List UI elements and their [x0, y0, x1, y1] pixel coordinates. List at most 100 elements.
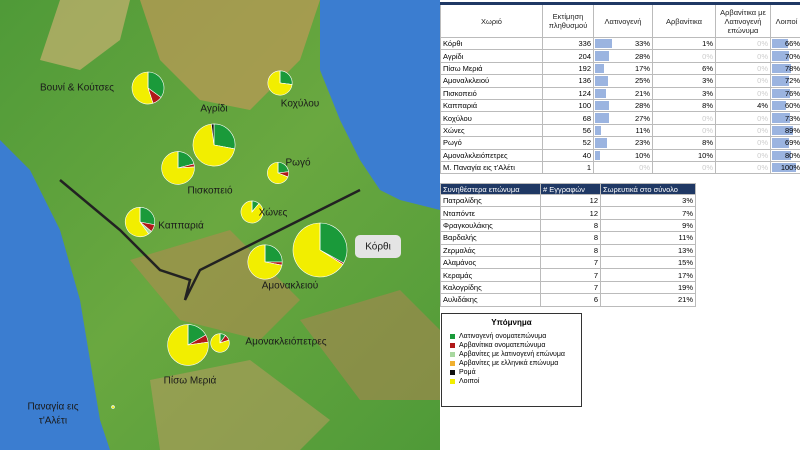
- share-label: 0%: [757, 63, 768, 73]
- legend-item: Λοιποί: [450, 378, 581, 385]
- surname: Ζερμαλάς: [440, 243, 541, 257]
- legend-label: Λοιποί: [459, 378, 480, 385]
- data-bar: [772, 51, 789, 61]
- sea-east: [320, 0, 440, 210]
- share-cell: 23%: [593, 136, 653, 150]
- share-label: 33%: [634, 39, 650, 49]
- pie-slice: [292, 222, 344, 278]
- share-cell: 76%: [770, 86, 800, 100]
- village-name: Αμοναλκλειόπετρες: [440, 148, 543, 162]
- map-label: Κόρθι: [365, 241, 391, 253]
- share-cell: 0%: [715, 74, 771, 88]
- data-bar: [595, 39, 612, 49]
- column-header: Χωριό: [440, 3, 543, 38]
- share-label: 0%: [639, 163, 650, 173]
- share-label: 76%: [784, 88, 800, 98]
- share-label: 60%: [784, 101, 800, 111]
- share-cell: 0%: [715, 160, 771, 175]
- map-label: Κοχύλου: [281, 98, 319, 110]
- table-row: Νταπόντε 12 7%: [440, 206, 696, 220]
- share-label: 80%: [784, 150, 800, 160]
- share-cell: 33%: [593, 36, 653, 51]
- share-cell: 0%: [715, 61, 771, 76]
- label-box: [355, 235, 401, 258]
- table-row: Αλαμάνος 7 15%: [440, 255, 696, 270]
- legend-item: Αρβανίτες με ελληνικά επώνυμα: [450, 360, 581, 367]
- share-cell: 10%: [593, 148, 653, 162]
- share-cell: 3%: [652, 74, 716, 88]
- share-cell: 89%: [770, 123, 800, 138]
- legend-swatch: [450, 370, 455, 375]
- share-label: 0%: [757, 125, 768, 135]
- surname-table: Συνηθέστερα επώνυμα # Εγγραφών Σωρευτικά σ…: [440, 183, 696, 307]
- share-label: 25%: [634, 76, 650, 86]
- table-row: Φραγκουλάκης 8 9%: [440, 218, 696, 233]
- legend-label: Αρβανίτες με ελληνικά επώνυμα: [459, 360, 559, 367]
- village-name: Αμοναλκλειού: [440, 74, 543, 88]
- share-label: 28%: [634, 101, 650, 111]
- share-cell: 0%: [593, 160, 653, 175]
- share-cell: 1%: [652, 36, 716, 51]
- share-label: 0%: [757, 138, 768, 148]
- data-bar: [595, 138, 607, 148]
- share-label: 8%: [702, 101, 713, 111]
- map-label: Καππαριά: [158, 220, 204, 232]
- data-bar: [595, 150, 600, 160]
- table-row: Κεραμάς 7 17%: [440, 268, 696, 282]
- share-label: 10%: [697, 150, 713, 160]
- share-cell: 0%: [715, 148, 771, 162]
- map-label: Πισκοπειό: [187, 185, 232, 197]
- column-header: Αρβανίτικα: [652, 3, 716, 38]
- count: 8: [540, 218, 601, 233]
- data-bar: [595, 88, 606, 98]
- data-bar: [772, 162, 796, 173]
- count: 8: [540, 231, 601, 245]
- share-label: 27%: [634, 113, 650, 123]
- data-bar: [772, 138, 789, 148]
- ridge: [40, 0, 130, 70]
- map: Βουνί & Κούτσες Αγρίδι Κοχύλου Ρωγό Πισκοπει…: [0, 0, 440, 450]
- ridge: [300, 290, 440, 400]
- share-cell: 21%: [593, 86, 653, 100]
- legend-title: Υπόμνημα: [491, 318, 532, 327]
- village-name: Ρωγό: [440, 136, 543, 150]
- column-header: # Εγγραφών: [540, 183, 601, 195]
- share-label: 3%: [702, 88, 713, 98]
- ridge: [150, 360, 330, 450]
- share-label: 28%: [634, 51, 650, 61]
- population: 124: [542, 86, 594, 100]
- count: 6: [540, 293, 601, 307]
- share-label: 11%: [635, 125, 650, 135]
- share-cell: 0%: [715, 86, 771, 100]
- column-header: Συνηθέστερα επώνυμα: [440, 183, 541, 195]
- data-bar: [772, 88, 791, 98]
- share-cell: 28%: [593, 49, 653, 63]
- count: 7: [540, 268, 601, 282]
- population: 56: [542, 123, 594, 138]
- share-label: 69%: [784, 138, 800, 148]
- legend-item: Αρβανίτες με λατινογενή επώνυμα: [450, 351, 581, 358]
- share-label: 21%: [634, 88, 650, 98]
- share-label: 17%: [634, 63, 650, 73]
- village-name: Αγρίδι: [440, 49, 543, 63]
- share-label: 0%: [702, 125, 713, 135]
- surname: Νταπόντε: [440, 206, 541, 220]
- population: 52: [542, 136, 594, 150]
- data-bar: [772, 150, 792, 160]
- share-cell: 0%: [652, 111, 716, 125]
- pie-slice: [213, 123, 236, 150]
- count: 7: [540, 280, 601, 295]
- pie-slice: [147, 71, 165, 98]
- data-bar: [595, 51, 609, 61]
- table-row: Ζερμαλάς 8 13%: [440, 243, 696, 257]
- share-cell: 0%: [715, 111, 771, 125]
- pie-slice: [192, 123, 236, 167]
- cumulative: 7%: [600, 206, 696, 220]
- surname: Βαρδαλής: [440, 231, 541, 245]
- count: 7: [540, 255, 601, 270]
